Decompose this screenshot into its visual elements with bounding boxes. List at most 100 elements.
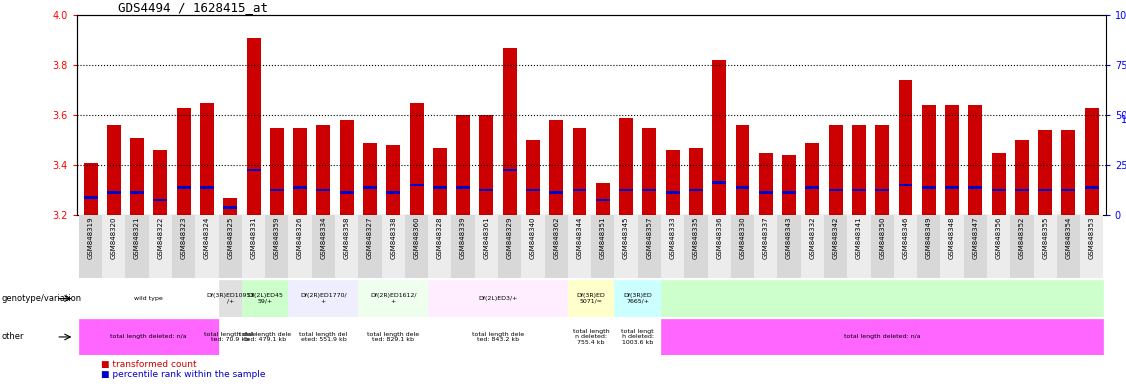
Bar: [894, 215, 918, 278]
Bar: [242, 215, 265, 278]
Text: GSM848334: GSM848334: [321, 216, 327, 259]
Bar: [456, 186, 470, 189]
Text: total length
n deleted:
755.4 kb: total length n deleted: 755.4 kb: [573, 329, 609, 345]
Text: GSM848347: GSM848347: [973, 216, 978, 259]
Text: GSM848350: GSM848350: [879, 216, 885, 259]
Bar: [922, 105, 936, 215]
Bar: [689, 147, 703, 215]
Text: GSM848323: GSM848323: [180, 216, 187, 259]
Bar: [1038, 130, 1052, 215]
Bar: [1015, 189, 1029, 191]
Text: GSM848357: GSM848357: [646, 216, 652, 259]
Bar: [265, 215, 288, 278]
Bar: [783, 191, 796, 194]
Bar: [363, 142, 377, 215]
Text: GSM848346: GSM848346: [902, 216, 909, 259]
Bar: [1062, 189, 1075, 191]
Bar: [242, 319, 288, 355]
Text: GSM848341: GSM848341: [856, 216, 861, 259]
Bar: [107, 191, 120, 194]
Bar: [1084, 186, 1099, 189]
Bar: [568, 280, 615, 317]
Bar: [475, 215, 498, 278]
Text: GSM848360: GSM848360: [413, 216, 420, 259]
Bar: [591, 215, 615, 278]
Bar: [218, 215, 242, 278]
Bar: [568, 319, 615, 355]
Text: GDS4494 / 1628415_at: GDS4494 / 1628415_at: [118, 1, 268, 14]
Bar: [707, 215, 731, 278]
Bar: [200, 186, 214, 189]
Bar: [223, 198, 238, 215]
Bar: [735, 125, 750, 215]
Text: GSM848339: GSM848339: [461, 216, 466, 259]
Bar: [288, 215, 312, 278]
Text: GSM848324: GSM848324: [204, 216, 209, 259]
Bar: [432, 186, 447, 189]
Text: GSM848353: GSM848353: [1089, 216, 1094, 259]
Text: GSM848342: GSM848342: [832, 216, 839, 259]
Text: total length dele
ted: 479.1 kb: total length dele ted: 479.1 kb: [239, 331, 292, 343]
Bar: [945, 186, 959, 189]
Bar: [153, 150, 168, 215]
Text: Df(2R)ED1770/
+: Df(2R)ED1770/ +: [300, 293, 347, 304]
Text: GSM848326: GSM848326: [297, 216, 303, 259]
Text: GSM848331: GSM848331: [250, 216, 257, 259]
Text: GSM848352: GSM848352: [1019, 216, 1025, 259]
Bar: [713, 60, 726, 215]
Text: GSM848320: GSM848320: [110, 216, 117, 259]
Bar: [731, 215, 754, 278]
Bar: [498, 215, 521, 278]
Bar: [363, 186, 377, 189]
Bar: [340, 191, 354, 194]
Text: Df(2R)ED1612/
+: Df(2R)ED1612/ +: [370, 293, 417, 304]
Bar: [968, 186, 982, 189]
Bar: [685, 215, 707, 278]
Bar: [1010, 215, 1034, 278]
Bar: [502, 169, 517, 171]
Bar: [568, 215, 591, 278]
Text: ■ transformed count: ■ transformed count: [101, 361, 197, 369]
Bar: [131, 138, 144, 215]
Bar: [242, 280, 288, 317]
Bar: [316, 189, 330, 191]
Bar: [288, 319, 358, 355]
Bar: [1080, 215, 1103, 278]
Text: GSM848322: GSM848322: [158, 216, 163, 259]
Bar: [615, 280, 661, 317]
Text: GSM848333: GSM848333: [670, 216, 676, 259]
Bar: [247, 38, 260, 215]
Bar: [549, 191, 563, 194]
Bar: [270, 189, 284, 191]
Bar: [405, 215, 428, 278]
Text: total length dele
ted: 843.2 kb: total length dele ted: 843.2 kb: [472, 331, 524, 343]
Bar: [432, 147, 447, 215]
Bar: [918, 215, 940, 278]
Bar: [968, 105, 982, 215]
Bar: [572, 189, 587, 191]
Text: GSM848355: GSM848355: [1043, 216, 1048, 259]
Bar: [619, 189, 633, 191]
Text: Df(3R)ED
7665/+: Df(3R)ED 7665/+: [624, 293, 652, 304]
Bar: [293, 186, 307, 189]
Bar: [852, 125, 866, 215]
Text: GSM848354: GSM848354: [1065, 216, 1072, 259]
Text: GSM848327: GSM848327: [367, 216, 373, 259]
Bar: [665, 150, 680, 215]
Y-axis label: 100%: 100%: [1120, 115, 1126, 125]
Text: GSM848338: GSM848338: [391, 216, 396, 259]
Text: GSM848361: GSM848361: [483, 216, 490, 259]
Bar: [545, 215, 568, 278]
Bar: [1038, 189, 1052, 191]
Bar: [107, 125, 120, 215]
Bar: [1057, 215, 1080, 278]
Text: GSM848358: GSM848358: [343, 216, 350, 259]
Bar: [177, 108, 190, 215]
Bar: [218, 280, 242, 317]
Bar: [637, 215, 661, 278]
Text: GSM848343: GSM848343: [786, 216, 792, 259]
Text: GSM848330: GSM848330: [740, 216, 745, 259]
Bar: [79, 319, 218, 355]
Text: GSM848344: GSM848344: [577, 216, 582, 259]
Bar: [502, 48, 517, 215]
